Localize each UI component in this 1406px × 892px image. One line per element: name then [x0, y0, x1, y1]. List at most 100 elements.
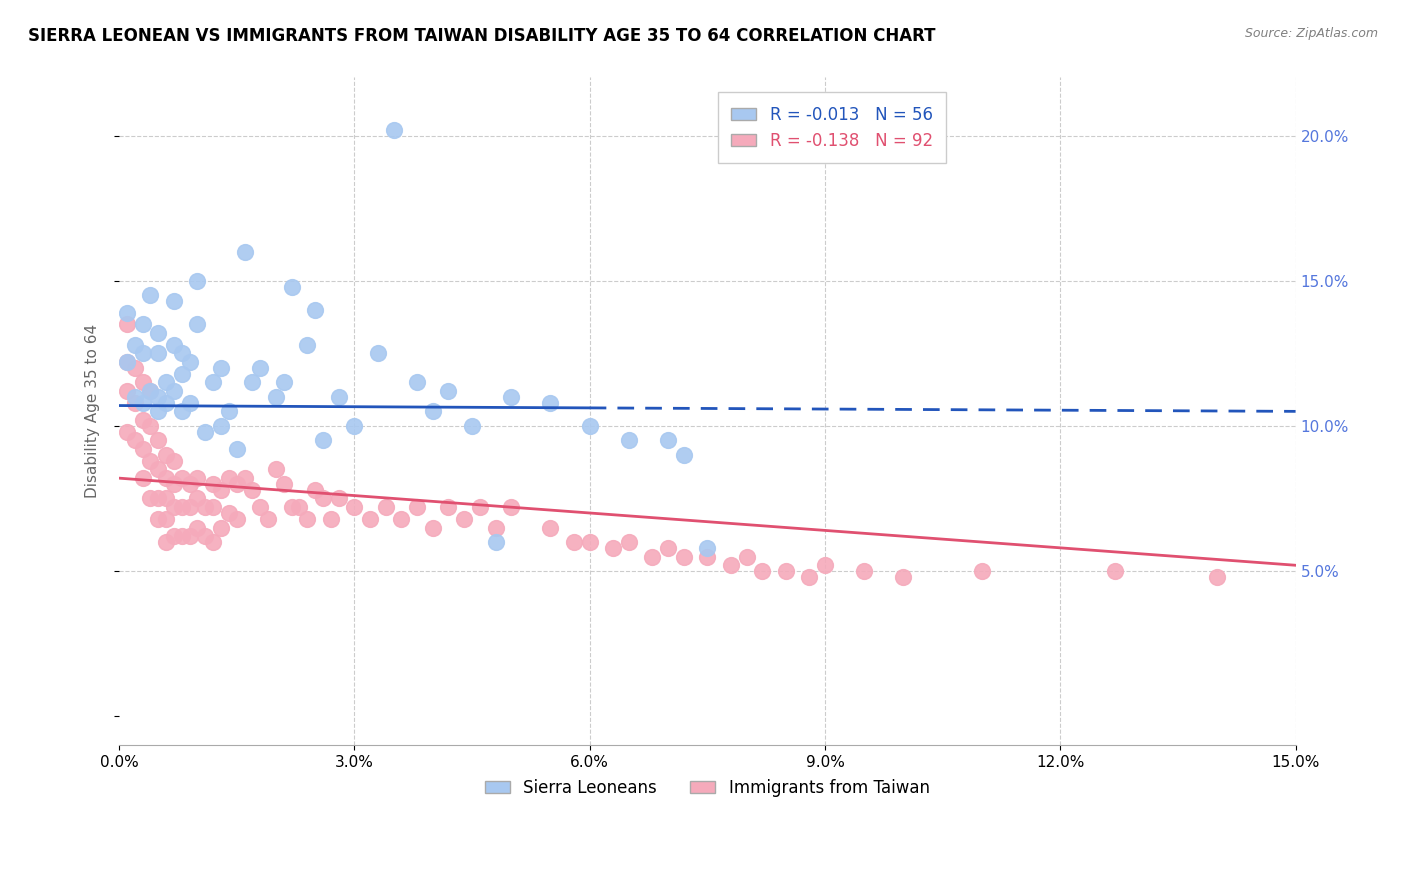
Point — [163, 477, 186, 491]
Point — [202, 376, 225, 390]
Point — [155, 491, 177, 506]
Point — [179, 500, 201, 515]
Point — [131, 376, 153, 390]
Point — [359, 512, 381, 526]
Point — [155, 376, 177, 390]
Point — [461, 418, 484, 433]
Point — [288, 500, 311, 515]
Point — [799, 570, 821, 584]
Point — [304, 483, 326, 497]
Point — [155, 448, 177, 462]
Point — [163, 500, 186, 515]
Point — [257, 512, 280, 526]
Point — [179, 529, 201, 543]
Point — [617, 434, 640, 448]
Point — [148, 404, 170, 418]
Point — [179, 355, 201, 369]
Point — [225, 512, 247, 526]
Point — [720, 558, 742, 573]
Point — [115, 384, 138, 398]
Point — [696, 541, 718, 555]
Point — [139, 454, 162, 468]
Point — [194, 529, 217, 543]
Point — [538, 395, 561, 409]
Point — [225, 442, 247, 456]
Point — [453, 512, 475, 526]
Point — [297, 512, 319, 526]
Point — [148, 462, 170, 476]
Point — [328, 491, 350, 506]
Point — [139, 418, 162, 433]
Point — [202, 535, 225, 549]
Point — [672, 448, 695, 462]
Point — [131, 442, 153, 456]
Point — [170, 367, 193, 381]
Point — [422, 404, 444, 418]
Point — [170, 471, 193, 485]
Point — [148, 326, 170, 340]
Point — [328, 390, 350, 404]
Point — [124, 390, 146, 404]
Point — [374, 500, 396, 515]
Point — [155, 512, 177, 526]
Point — [148, 491, 170, 506]
Point — [657, 541, 679, 555]
Point — [218, 506, 240, 520]
Point — [202, 477, 225, 491]
Point — [602, 541, 624, 555]
Point — [209, 483, 232, 497]
Point — [155, 395, 177, 409]
Point — [775, 564, 797, 578]
Point — [163, 384, 186, 398]
Point — [264, 390, 287, 404]
Point — [657, 434, 679, 448]
Point — [170, 404, 193, 418]
Point — [617, 535, 640, 549]
Point — [115, 425, 138, 439]
Point — [696, 549, 718, 564]
Point — [814, 558, 837, 573]
Point — [170, 346, 193, 360]
Point — [148, 434, 170, 448]
Point — [170, 529, 193, 543]
Point — [131, 318, 153, 332]
Point — [218, 404, 240, 418]
Point — [186, 520, 208, 534]
Point — [115, 355, 138, 369]
Point — [186, 318, 208, 332]
Point — [155, 471, 177, 485]
Point — [1104, 564, 1126, 578]
Point — [139, 288, 162, 302]
Point — [391, 512, 413, 526]
Point — [139, 491, 162, 506]
Point — [280, 279, 302, 293]
Point — [273, 376, 295, 390]
Point — [578, 535, 600, 549]
Point — [273, 477, 295, 491]
Point — [343, 418, 366, 433]
Point — [242, 483, 264, 497]
Point — [312, 434, 335, 448]
Point — [319, 512, 342, 526]
Point — [163, 529, 186, 543]
Point — [202, 500, 225, 515]
Point — [124, 337, 146, 351]
Point — [367, 346, 389, 360]
Legend: Sierra Leoneans, Immigrants from Taiwan: Sierra Leoneans, Immigrants from Taiwan — [478, 772, 936, 804]
Point — [578, 418, 600, 433]
Point — [163, 293, 186, 308]
Point — [735, 549, 758, 564]
Point — [468, 500, 491, 515]
Point — [343, 500, 366, 515]
Point — [115, 355, 138, 369]
Y-axis label: Disability Age 35 to 64: Disability Age 35 to 64 — [86, 325, 100, 499]
Point — [124, 395, 146, 409]
Point — [422, 520, 444, 534]
Point — [139, 384, 162, 398]
Point — [131, 413, 153, 427]
Point — [131, 346, 153, 360]
Point — [186, 491, 208, 506]
Point — [218, 471, 240, 485]
Point — [179, 395, 201, 409]
Point — [233, 471, 256, 485]
